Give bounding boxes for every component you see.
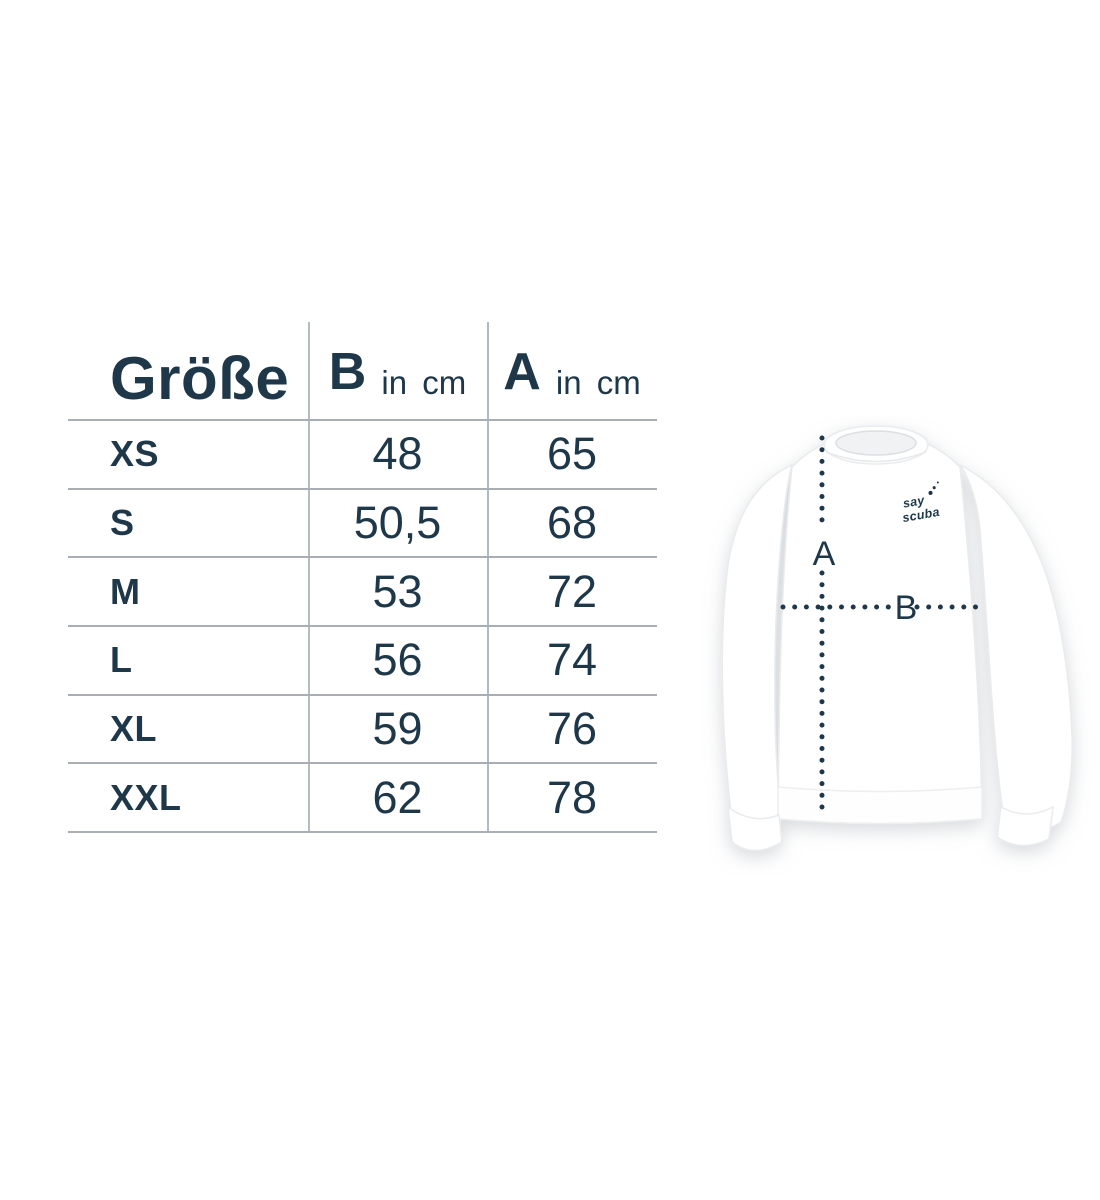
cell-b-value: 53	[372, 565, 423, 617]
sweatshirt-svg: A B	[721, 425, 1073, 852]
measurement-label-a: A	[813, 535, 836, 573]
cell-size: XS	[110, 433, 160, 475]
sweatshirt-neck-opening	[835, 430, 917, 456]
sweatshirt-hem-band	[777, 786, 983, 825]
cell-a-value: 76	[546, 703, 598, 755]
cell-size: XL	[110, 708, 158, 750]
cell-b-value: 50,5	[353, 497, 442, 549]
measurement-label-b: B	[895, 589, 918, 627]
column-header-size-label: Größe	[110, 345, 290, 412]
table-row-s: S 50,5 68	[68, 490, 657, 559]
sweatshirt-right-cuff	[996, 805, 1054, 847]
cell-a-value: 78	[546, 771, 598, 823]
bubble-icon	[932, 486, 936, 489]
table-row-xl: XL 59 76	[68, 696, 657, 765]
table-divider-vertical-2	[487, 322, 489, 833]
sweatshirt-illustration: A B say scuba	[700, 415, 1100, 875]
bubble-icon	[928, 490, 933, 495]
cell-b-value: 48	[372, 428, 423, 480]
column-header-b-unit: in cm	[381, 364, 467, 401]
table-row-xs: XS 48 65	[68, 421, 657, 490]
cell-size: S	[110, 502, 135, 544]
table-divider-vertical-1	[308, 322, 310, 833]
column-header-b-letter: B	[328, 343, 367, 401]
cell-a-value: 74	[546, 634, 598, 686]
cell-a-value: 68	[546, 497, 598, 549]
sweatshirt-right-sleeve	[959, 464, 1073, 833]
column-header-a-unit: in cm	[555, 364, 641, 401]
cell-size: M	[110, 570, 141, 612]
sweatshirt-body	[777, 430, 983, 825]
table-row-l: L 56 74	[68, 627, 657, 696]
cell-b-value: 56	[372, 634, 423, 686]
sweatshirt-collar-seam	[825, 451, 927, 463]
cell-a-value: 72	[546, 565, 598, 617]
cell-b-value: 62	[372, 771, 423, 823]
table-row-xxl: XXL 62 78	[68, 764, 657, 834]
table-row-m: M 53 72	[68, 558, 657, 628]
column-header-a-letter: A	[503, 343, 541, 401]
sweatshirt-left-cuff	[727, 805, 783, 852]
cell-b-value: 59	[372, 703, 423, 755]
column-header-size: Größe	[68, 320, 308, 419]
cell-size: L	[110, 639, 133, 681]
cell-size: XXL	[110, 776, 182, 818]
cell-a-value: 65	[546, 428, 598, 480]
